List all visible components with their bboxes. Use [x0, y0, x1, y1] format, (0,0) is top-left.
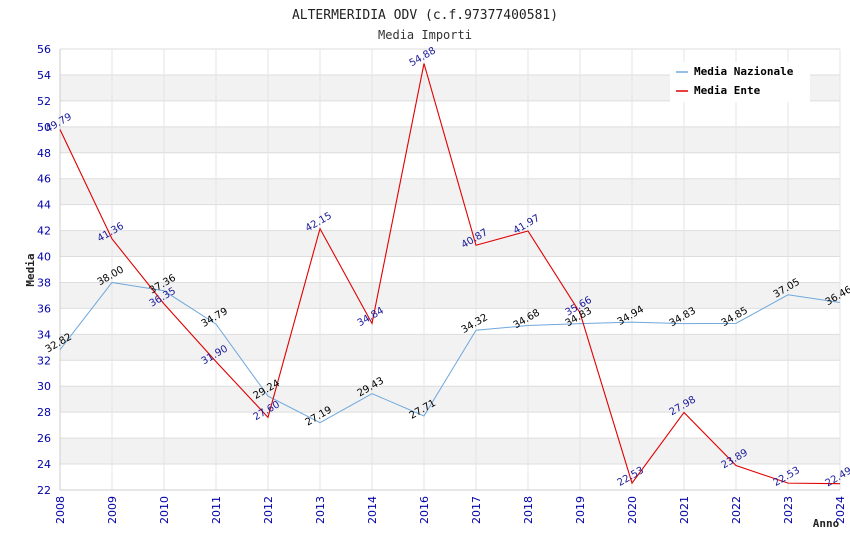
data-label-media-ente: 34.84: [356, 305, 386, 329]
x-tick-label: 2018: [522, 496, 535, 524]
x-tick-label: 2019: [574, 496, 587, 524]
y-tick-label: 52: [37, 95, 51, 108]
y-tick-label: 48: [37, 147, 51, 160]
y-tick-label: 38: [37, 276, 51, 289]
y-tick-label: 34: [37, 328, 51, 341]
y-tick-label: 44: [37, 199, 51, 212]
x-tick-label: 2022: [730, 496, 743, 524]
y-tick-label: 30: [37, 380, 51, 393]
x-tick-label: 2008: [54, 496, 67, 524]
y-tick-label: 54: [37, 69, 51, 82]
grid-band: [60, 282, 840, 309]
grid-lines: [59, 48, 841, 491]
chart-title: ALTERMERIDIA ODV (c.f.97377400581): [292, 8, 558, 23]
y-tick-label: 26: [37, 432, 51, 445]
series-line-media-ente: [59, 63, 841, 485]
legend-label-media-ente: Media Ente: [694, 84, 761, 97]
x-tick-label: 2009: [106, 496, 119, 524]
axes: [59, 49, 840, 491]
grid-band: [60, 178, 840, 205]
grid-band: [60, 386, 840, 413]
x-tick-label: 2024: [834, 496, 847, 524]
legend-box: [670, 62, 810, 102]
x-tick-label: 2012: [262, 496, 275, 524]
x-axis-label: Anno: [813, 517, 840, 530]
x-tick-label: 2010: [158, 496, 171, 524]
y-tick-labels: 22 24 26 28 30 32 34 36 38 40 42 44 46 48 50 52 54 56: [37, 43, 51, 497]
y-tick-label: 22: [37, 484, 51, 497]
y-tick-label: 32: [37, 354, 51, 367]
data-label-media-nazionale: 34.79: [200, 306, 230, 330]
x-tick-label: 2020: [626, 496, 639, 524]
x-tick-label: 2017: [470, 496, 483, 524]
grid-band: [60, 230, 840, 257]
chart-subtitle: Media Importi: [378, 28, 472, 42]
x-tick-labels: 2008 2009 2010 2011 2012 2013 2014 2016 2017 2018…: [54, 496, 847, 524]
x-tick-label: 2011: [210, 496, 223, 524]
grid-bands: [60, 74, 840, 465]
y-tick-label: 50: [37, 121, 51, 134]
series-group: [59, 63, 841, 485]
data-label-media-nazionale: 34.83: [668, 305, 698, 329]
data-label-media-nazionale: 34.68: [512, 307, 542, 331]
data-label-media-ente: 22.53: [772, 465, 802, 489]
y-axis-label: Media: [24, 253, 37, 286]
y-tick-label: 40: [37, 251, 51, 264]
y-tick-label: 28: [37, 406, 51, 419]
x-tick-label: 2013: [314, 496, 327, 524]
y-tick-label: 46: [37, 173, 51, 186]
grid-band: [60, 126, 840, 153]
y-tick-label: 36: [37, 302, 51, 315]
x-tick-label: 2021: [678, 496, 691, 524]
x-tick-label: 2014: [366, 496, 379, 524]
x-tick-label: 2016: [418, 496, 431, 524]
x-tick-label: 2023: [782, 496, 795, 524]
y-tick-label: 24: [37, 458, 51, 471]
data-label-media-ente: 22.53: [616, 465, 646, 489]
legend: Media Nazionale Media Ente: [670, 62, 810, 102]
y-tick-label: 56: [37, 43, 51, 56]
grid-band: [60, 334, 840, 361]
grid-band: [60, 438, 840, 465]
data-label-media-ente: 22.49: [824, 466, 850, 490]
y-tick-label: 42: [37, 225, 51, 238]
legend-label-media-nazionale: Media Nazionale: [694, 65, 794, 78]
series-line-media-nazionale: [59, 281, 841, 424]
